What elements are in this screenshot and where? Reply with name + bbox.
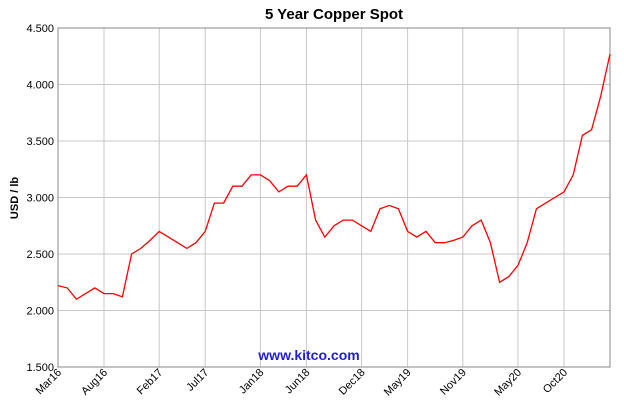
x-tick-label: Jun18 (283, 367, 313, 397)
y-tick-label: 2.500 (26, 249, 54, 261)
chart-title: 5 Year Copper Spot (265, 6, 403, 23)
watermark: www.kitco.com (257, 347, 359, 363)
y-tick-label: 3.000 (26, 193, 54, 205)
x-tick-label: Nov19 (438, 367, 469, 398)
x-tick-label: May20 (492, 367, 524, 399)
plot-frame (57, 27, 611, 368)
y-tick-label: 3.500 (26, 136, 54, 148)
x-tick-label: Jul17 (184, 367, 211, 394)
x-tick-label: Oct20 (541, 367, 570, 396)
y-axis-label: USD / lb (9, 177, 21, 219)
y-tick-label: 1.500 (26, 362, 54, 374)
x-tick-label: Jan18 (237, 367, 267, 397)
x-tick-label: May19 (382, 367, 414, 399)
x-tick-label: Aug16 (79, 367, 110, 398)
y-tick-label: 4.000 (26, 80, 54, 92)
y-tick-label: 4.500 (26, 23, 54, 35)
y-tick-label: 2.000 (26, 306, 54, 318)
x-tick-label: Feb17 (135, 367, 166, 398)
line-series (57, 53, 611, 301)
x-tick-label: Dec18 (337, 367, 368, 398)
